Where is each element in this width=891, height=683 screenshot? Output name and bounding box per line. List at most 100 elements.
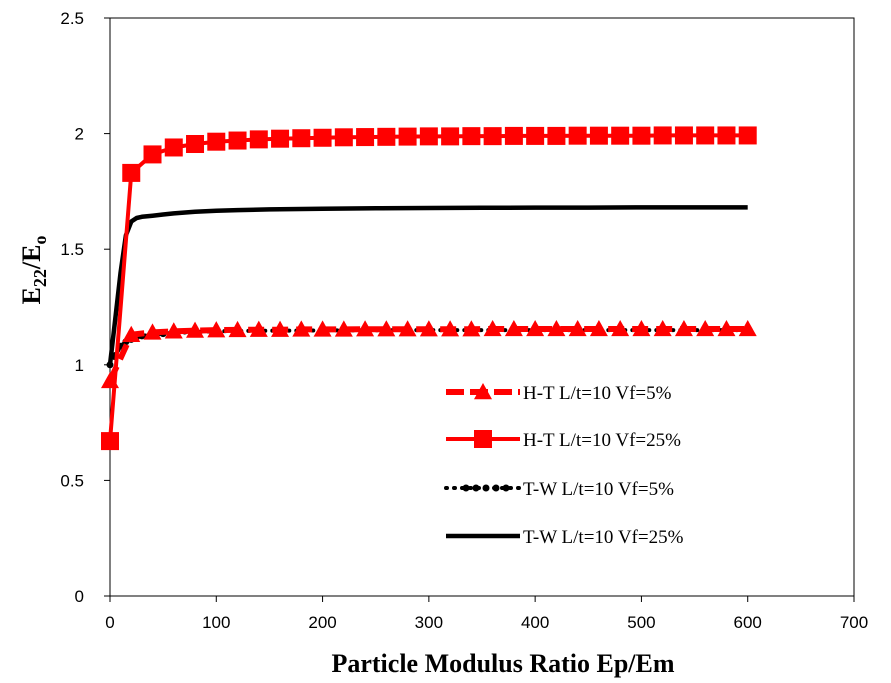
x-tick-label: 400 — [521, 613, 549, 632]
series-1-point — [441, 320, 460, 337]
series-1-point — [483, 319, 502, 337]
series-2-point — [568, 126, 587, 145]
series-2-point — [398, 127, 417, 146]
series-1-point — [696, 319, 715, 337]
axes-layer: 0 0.5 1 1.5 2 2.5 0 100 200 300 400 500 600 700 — [60, 9, 868, 632]
series-1-point — [356, 320, 375, 337]
series-2-point — [611, 126, 630, 145]
x-tick-label: 0 — [105, 613, 114, 632]
legend-item: T-W L/t=10 Vf=25% — [446, 527, 684, 548]
series-1-point — [122, 325, 141, 342]
series-1-point — [526, 319, 545, 337]
series-1-point — [738, 319, 757, 337]
legend-swatch-marker — [472, 484, 480, 492]
series-1-point — [398, 320, 417, 337]
series-2-point — [419, 127, 438, 146]
x-tick-label: 700 — [840, 613, 868, 632]
series-2-point — [653, 126, 672, 145]
series-1-point — [674, 319, 693, 337]
legend-swatch-marker — [482, 484, 490, 492]
series-2-point — [334, 128, 353, 147]
series-2-point — [738, 126, 757, 145]
series-4 — [107, 205, 748, 366]
series-2-point — [356, 128, 375, 147]
y-axis-title-subscript-1: 22 — [30, 269, 50, 287]
series-1-point — [164, 322, 183, 339]
series-1-point — [334, 320, 353, 337]
legend-swatch-marker — [502, 484, 510, 492]
legend-item: H-T L/t=10 Vf=5% — [446, 383, 672, 404]
y-tick-label: 0.5 — [60, 471, 84, 490]
legend-label: T-W L/t=10 Vf=5% — [523, 479, 674, 500]
x-tick-label: 300 — [415, 613, 443, 632]
series-2-point — [377, 127, 396, 146]
y-axis-title: E22/Eo — [17, 236, 50, 305]
series-2-point — [674, 126, 693, 145]
series-1-point — [186, 321, 205, 338]
y-tick-label: 0 — [75, 587, 84, 606]
series-2-point — [101, 432, 119, 451]
series-2-point — [292, 129, 311, 148]
series-2-point — [207, 132, 226, 151]
series-1-point — [292, 320, 311, 337]
series-2-point — [483, 127, 502, 146]
y-axis-title-base: E — [17, 287, 46, 304]
series-1-point — [462, 320, 481, 337]
y-axis-title-mid: /E — [17, 245, 46, 271]
series-2-point — [271, 129, 290, 148]
series-1-point — [143, 323, 162, 340]
series-2-point — [143, 145, 162, 164]
legend-label: H-T L/t=10 Vf=5% — [523, 383, 672, 404]
legend-swatch-marker — [492, 484, 500, 492]
series-2-point — [228, 131, 247, 150]
legend-swatch-marker — [474, 383, 492, 400]
x-axis-title: Particle Modulus Ratio Ep/Em — [331, 649, 674, 678]
y-tick-label: 1.5 — [60, 240, 84, 259]
y-tick-label: 2.5 — [60, 9, 84, 28]
y-tick-label: 1 — [75, 356, 84, 375]
series-1-line — [107, 326, 748, 383]
series-1-point — [568, 319, 587, 337]
series-1-point — [632, 319, 651, 337]
series-1-point — [653, 319, 672, 337]
y-tick-label: 2 — [75, 125, 84, 144]
series-2-point — [313, 128, 332, 147]
series-1-point — [611, 319, 630, 337]
y-axis-title-subscript-2: o — [30, 236, 50, 245]
series-1-point — [504, 319, 523, 337]
series-1 — [101, 319, 757, 389]
legend-swatch-marker — [474, 430, 492, 448]
legend: H-T L/t=10 Vf=5% H-T L/t=10 Vf=25% T-W L/t… — [444, 383, 684, 548]
series-2-point — [717, 126, 736, 145]
x-tick-label: 200 — [308, 613, 336, 632]
series-1-point — [547, 319, 566, 337]
series-2-point — [164, 138, 183, 157]
series-2-point — [441, 127, 460, 146]
series-2-point — [462, 127, 481, 146]
series-1-point — [589, 319, 608, 337]
series-1-point — [377, 320, 396, 337]
series-2-point — [547, 126, 566, 145]
series-2-point — [696, 126, 715, 145]
series-1-point — [249, 320, 268, 337]
series-1-point — [313, 320, 332, 337]
series-2-point — [249, 130, 268, 149]
series-2-point — [526, 126, 545, 145]
series-1-point — [228, 320, 247, 338]
series-2-point — [122, 163, 141, 182]
series-2 — [101, 126, 757, 451]
series-2-point — [632, 126, 651, 145]
legend-swatch-marker — [462, 484, 470, 492]
series-layer — [101, 126, 757, 451]
legend-item: H-T L/t=10 Vf=25% — [446, 430, 681, 451]
series-3-point — [106, 361, 114, 369]
legend-label: H-T L/t=10 Vf=25% — [523, 430, 681, 451]
x-tick-label: 100 — [202, 613, 230, 632]
legend-item: T-W L/t=10 Vf=5% — [444, 479, 674, 500]
series-4-line — [107, 205, 748, 366]
series-1-point — [271, 320, 290, 337]
x-tick-label: 600 — [734, 613, 762, 632]
series-1-point — [419, 320, 438, 337]
series-1-point — [207, 321, 226, 338]
series-2-point — [504, 126, 523, 145]
